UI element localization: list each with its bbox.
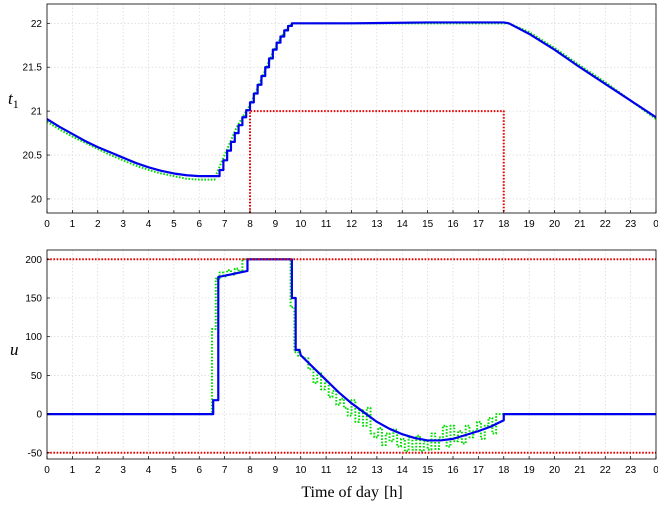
temperature-x-tick-label: 2: [95, 219, 101, 230]
control-input-x-tick-label: 11: [321, 465, 332, 476]
control-input-x-tick-label: 6: [196, 465, 202, 476]
control-input-x-tick-label: 19: [524, 465, 536, 476]
control-input-x-tick-label: 10: [295, 465, 307, 476]
control-input-x-tick-label: 15: [422, 465, 434, 476]
temperature-x-tick-label: 11: [321, 219, 332, 230]
temperature-series-red-line: [249, 110, 505, 213]
temperature-x-tick-label: 16: [447, 219, 459, 230]
control-input-series-blue-line: [47, 258, 656, 442]
temperature-ticks: 0 1 2 3 4 5 6 7 8 9 10 11 12 13 14 15 16 17 18 19 20 21 22 23 02…: [23, 19, 658, 230]
control-input-x-tick-label: 8: [247, 465, 253, 476]
control-input-x-tick-label: 3: [120, 465, 126, 476]
temperature-x-tick-label: 15: [422, 219, 434, 230]
control-input-x-tick-label: 14: [397, 465, 409, 476]
temperature-x-tick-label: 21: [574, 219, 586, 230]
temperature-y-tick-label: 22: [31, 19, 43, 30]
temperature-y-axis-label: t1: [8, 89, 19, 111]
x-axis-label: Time of day [h]: [301, 484, 402, 501]
temperature-x-tick-label: 12: [346, 219, 358, 230]
temperature-x-tick-label: 18: [498, 219, 510, 230]
temperature-x-tick-label: 8: [247, 219, 253, 230]
temperature-x-tick-label: 13: [371, 219, 383, 230]
control-input-x-tick-label: 2: [95, 465, 101, 476]
control-input-chart: 0 1 2 3 4 5 6 7 8 9 10 11 12 13 14 15 16 17 18 19 20 21 22 23 0-…: [10, 249, 658, 501]
control-input-x-tick-label: 1: [70, 465, 76, 476]
temperature-x-tick-label: 23: [625, 219, 637, 230]
control-input-x-tick-label: 20: [549, 465, 561, 476]
control-input-y-tick-label: 0: [36, 410, 42, 421]
temperature-x-tick-label: 22: [600, 219, 612, 230]
temperature-axes-frame: [46, 3, 657, 214]
control-input-series-green-line: [47, 258, 656, 453]
control-input-grid: [46, 250, 657, 459]
temperature-x-tick-label: 19: [524, 219, 536, 230]
control-input-y-tick-label: 100: [25, 332, 42, 343]
control-input-y-tick-label: 50: [31, 371, 43, 382]
temperature-chart: 0 1 2 3 4 5 6 7 8 9 10 11 12 13 14 15 16 17 18 19 20 21 22 23 02…: [8, 3, 658, 230]
temperature-x-tick-label: 5: [171, 219, 177, 230]
control-input-x-tick-label: 17: [473, 465, 485, 476]
control-input-x-tick-label: 7: [222, 465, 228, 476]
control-input-y-tick-label: 200: [25, 255, 42, 266]
temperature-x-tick-label: 9: [273, 219, 279, 230]
temperature-y-tick-label: 21.5: [23, 63, 43, 74]
control-input-x-tick-label: 5: [171, 465, 177, 476]
control-input-x-tick-label: 13: [371, 465, 383, 476]
temperature-x-tick-label: 17: [473, 219, 485, 230]
temperature-y-tick-label: 20: [31, 194, 43, 205]
temperature-grid: [46, 4, 657, 213]
control-input-y-tick-label: -50: [28, 448, 43, 459]
control-input-x-tick-label: 0: [44, 465, 50, 476]
temperature-y-tick-label: 20.5: [23, 151, 43, 162]
control-input-x-tick-label: 23: [625, 465, 637, 476]
temperature-x-tick-label: 6: [196, 219, 202, 230]
temperature-series-blue-line: [47, 21, 656, 178]
temperature-x-tick-label: 3: [120, 219, 126, 230]
control-input-x-tick-label: 18: [498, 465, 510, 476]
temperature-x-tick-label: 4: [146, 219, 152, 230]
control-input-x-tick-label: 9: [273, 465, 279, 476]
control-input-y-tick-label: 150: [25, 293, 42, 304]
control-input-x-tick-label: 12: [346, 465, 358, 476]
temperature-x-tick-label: 14: [397, 219, 409, 230]
control-input-axes-frame: [46, 249, 657, 460]
temperature-x-tick-label: 20: [549, 219, 561, 230]
temperature-x-tick-label: 10: [295, 219, 307, 230]
temperature-series: [47, 21, 656, 213]
temperature-x-tick-label: 1: [70, 219, 76, 230]
temperature-x-tick-label: 0: [653, 219, 658, 230]
control-input-ticks: 0 1 2 3 4 5 6 7 8 9 10 11 12 13 14 15 16 17 18 19 20 21 22 23 0-…: [25, 255, 658, 476]
control-input-series: [47, 258, 656, 454]
control-input-y-axis-label: u: [10, 340, 19, 359]
temperature-y-tick-label: 21: [31, 107, 43, 118]
control-input-x-tick-label: 4: [146, 465, 152, 476]
temperature-x-tick-label: 7: [222, 219, 228, 230]
control-input-x-tick-label: 22: [600, 465, 612, 476]
temperature-x-tick-label: 0: [44, 219, 50, 230]
control-input-x-tick-label: 21: [574, 465, 586, 476]
control-input-x-tick-label: 16: [447, 465, 459, 476]
control-input-x-tick-label: 0: [653, 465, 658, 476]
